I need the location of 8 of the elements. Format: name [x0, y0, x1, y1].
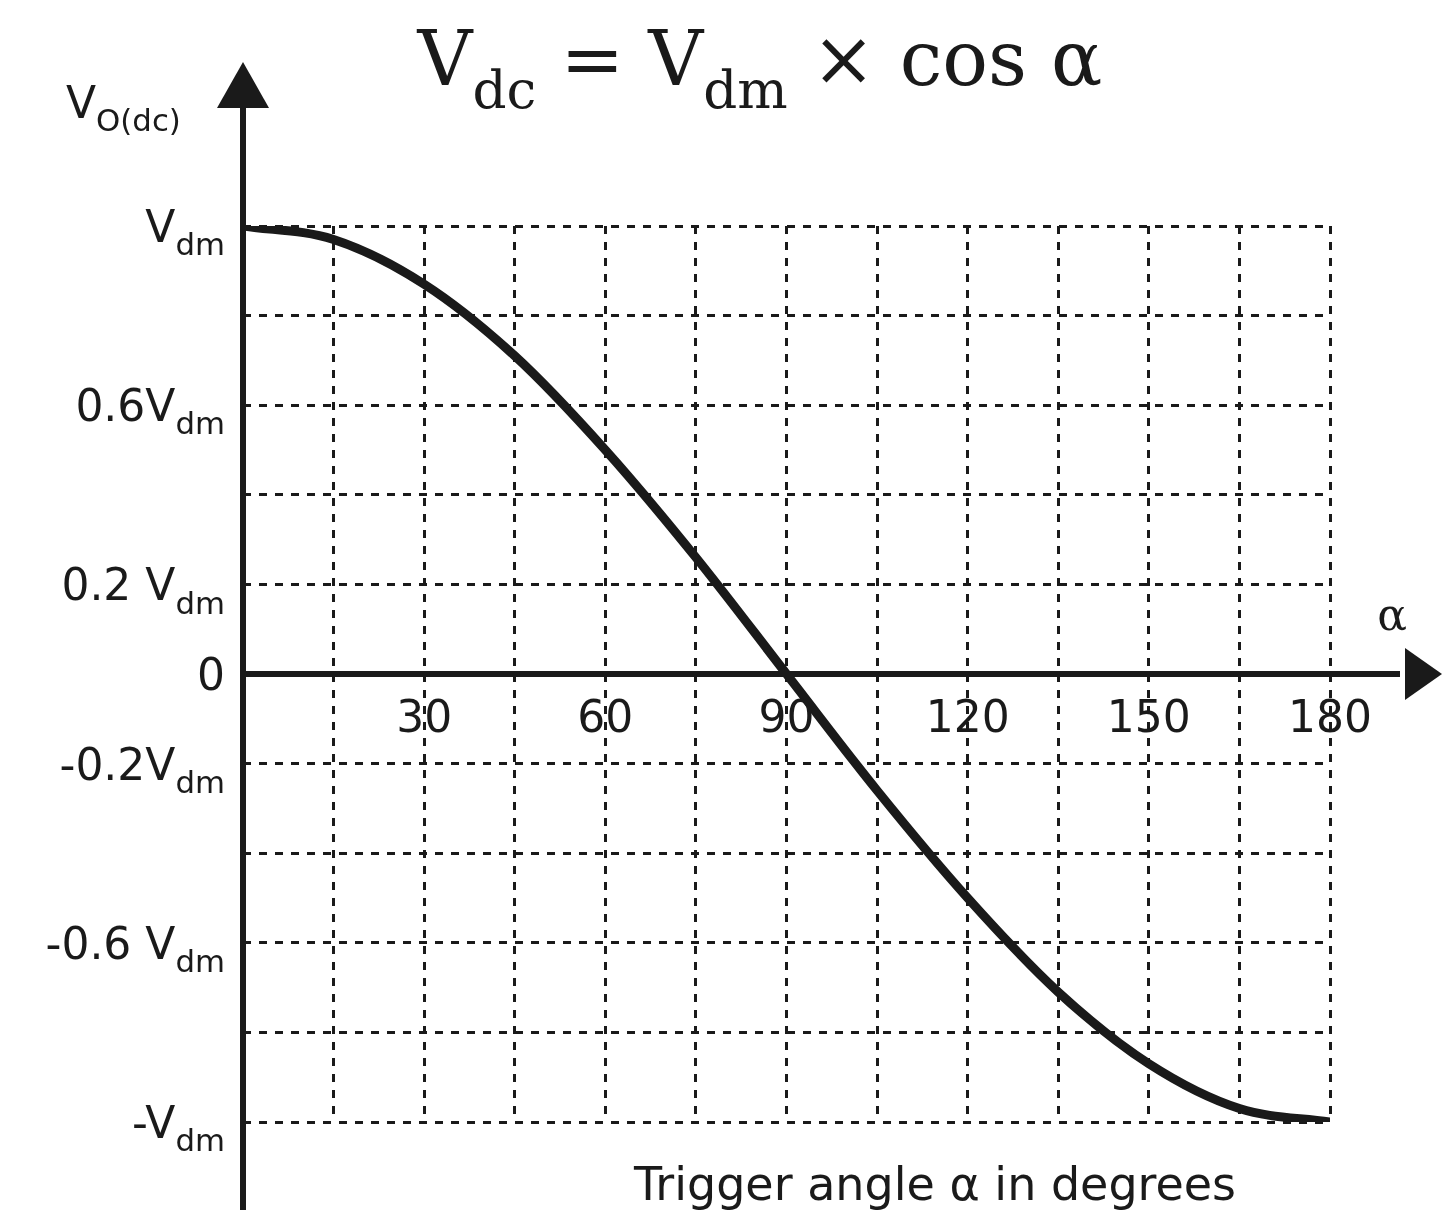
x-tick-label: 180	[1288, 691, 1372, 742]
x-tick-label: 30	[396, 691, 453, 742]
text: α	[1377, 589, 1407, 640]
x-axis-title: Trigger angle α in degrees	[632, 1157, 1237, 1211]
x-tick-label: 60	[577, 691, 634, 742]
x-tick-label: 150	[1106, 691, 1191, 742]
y-tick-label: 0	[197, 649, 226, 700]
x-tick-label: 120	[925, 691, 1010, 742]
